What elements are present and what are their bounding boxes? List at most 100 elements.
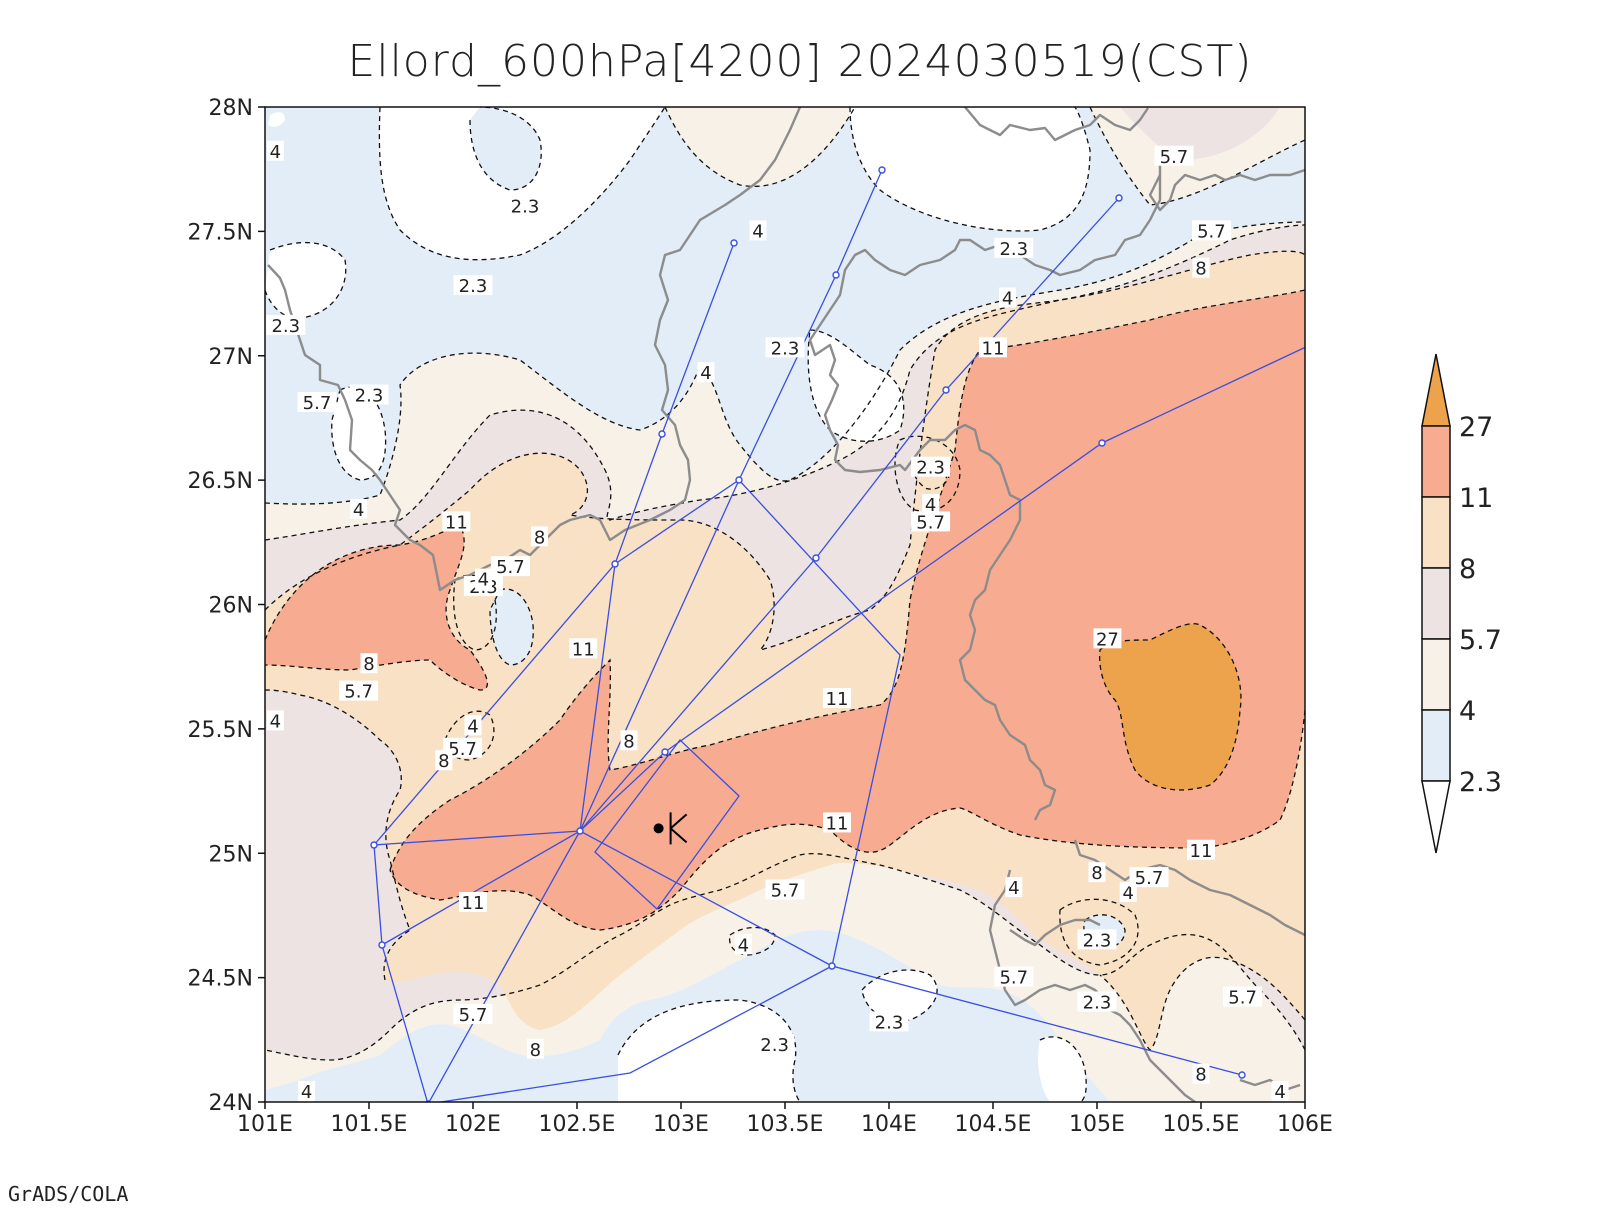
contour-line (453, 574, 497, 651)
contour-label-bg (531, 526, 549, 547)
waypoint-marker (611, 560, 619, 568)
fill-band-below-2-3 (265, 242, 346, 319)
waypoint-marker (1098, 439, 1106, 447)
contour-label-bg (755, 1033, 795, 1054)
boundary-line (1148, 150, 1305, 212)
contour-label: 8 (1195, 1065, 1206, 1086)
x-tick-label: 102E (445, 1112, 501, 1137)
contour-label: 4 (738, 935, 749, 956)
waypoint-marker (1307, 342, 1313, 348)
contour-label-bg (823, 688, 851, 709)
contour-line (469, 107, 542, 191)
waypoint-marker (1115, 194, 1123, 202)
y-tick-label: 26N (209, 594, 253, 619)
waypoint-marker (878, 166, 886, 174)
contour-label: 4 (1002, 289, 1013, 310)
contour-label: 5.7 (1135, 868, 1164, 889)
contour-label-bg (911, 456, 951, 477)
contour-label: 2.3 (916, 458, 945, 479)
contour-line (265, 250, 1305, 652)
contour-label-bg (749, 220, 767, 241)
contour-line (265, 221, 1305, 505)
waypoint-marker (576, 827, 584, 835)
x-tick-label: 104E (861, 1112, 917, 1137)
x-tick-label: 105E (1069, 1112, 1125, 1137)
contour-label-bg (620, 730, 638, 751)
contour-label: 5.7 (448, 739, 477, 760)
x-tick-label: 101.5E (331, 1112, 408, 1137)
contour-label: 11 (572, 639, 595, 660)
contour-label-bg (442, 511, 471, 532)
colorbar: 27 11 8 5.7 4 2.3 (1421, 353, 1502, 854)
contour-label: 8 (530, 1040, 541, 1061)
contour-label-bg (1187, 839, 1215, 860)
colorbar-segment (1421, 709, 1451, 782)
colorbar-segment (1421, 353, 1451, 427)
y-tick-label: 27N (209, 345, 253, 370)
contour-label-bg (490, 556, 530, 577)
contour-label: 5.7 (1160, 147, 1189, 168)
contour-label: 4 (1122, 883, 1133, 904)
x-axis: 101E 101.5E 102E 102.5E 103E 103.5E 104E 104.5E… (237, 1102, 1333, 1137)
contour-label: 11 (1190, 841, 1213, 862)
colorbar-segment (1421, 567, 1451, 640)
contour-label-bg (266, 314, 306, 335)
fill-band-below-2-3 (618, 1000, 800, 1102)
contour-line (1039, 1036, 1087, 1102)
contour-label-bg (360, 653, 378, 674)
fill-band-above-27 (1099, 623, 1241, 790)
y-tick-label: 27.5N (188, 220, 253, 245)
contour-line (807, 329, 905, 442)
contour-label-bg (266, 710, 284, 731)
contour-label: 5.7 (999, 968, 1028, 989)
contour-label: 4 (700, 363, 711, 384)
contour-label-bg (569, 638, 598, 659)
boundary-line (808, 175, 1162, 821)
contour-label-bg (1088, 862, 1106, 883)
colorbar-label: 11 (1459, 483, 1493, 514)
grads-credit: GrADS/COLA (8, 1182, 129, 1206)
fill-band-below-2-3 (808, 330, 904, 442)
contour-label-bg (979, 337, 1007, 358)
boundary-line (988, 869, 1196, 1102)
fill-band-below-2-3 (850, 107, 1090, 231)
contour-label: 2.3 (875, 1012, 904, 1033)
contour-label: 2.3 (355, 386, 384, 407)
contour-label-bg (1005, 877, 1023, 898)
filled-contours: 2.32.32.32.32.32.32.32.32.32.32.32.34444… (265, 107, 1313, 1102)
waypoint-marker (370, 841, 378, 849)
contour-label: 11 (826, 689, 849, 710)
contour-label-bg (1077, 929, 1117, 950)
y-axis: 24N 24.5N 25N 25.5N 26N 26.5N 27N 27.5N 28N (188, 96, 265, 1116)
fill-band-below-2-3 (470, 107, 542, 190)
contour-label-bg (459, 892, 487, 912)
y-tick-label: 24N (209, 1091, 253, 1116)
fill-band-below-2-3 (331, 386, 386, 480)
contour-label-bg (474, 568, 492, 589)
colorbar-segment (1421, 425, 1451, 498)
contour-label-bg (765, 337, 805, 358)
contour-label-bg (435, 750, 453, 771)
contour-label: 5.7 (303, 393, 332, 414)
contour-label-bg (1077, 991, 1117, 1012)
x-tick-label: 101E (237, 1112, 293, 1137)
x-tick-label: 106E (1277, 1112, 1333, 1137)
colorbar-label: 27 (1459, 412, 1493, 443)
contour-label-bg (464, 715, 482, 736)
contour-line (728, 926, 776, 956)
wind-barb-icon (669, 812, 688, 845)
waypoint-marker (942, 386, 950, 394)
colorbar-label: 4 (1459, 696, 1476, 727)
waypoint-marker (832, 271, 840, 279)
contour-label: 4 (270, 142, 281, 163)
x-tick-label: 105.5E (1163, 1112, 1240, 1137)
boundary-line (1009, 918, 1101, 947)
contour-label-bg (266, 140, 284, 161)
contour-label: 5.7 (771, 881, 800, 902)
contour-label-bg (994, 237, 1034, 258)
contour-label: 4 (1008, 878, 1019, 899)
route-waypoints (370, 166, 1313, 1102)
contour-label-bg (734, 934, 752, 955)
contour-label-bg (505, 195, 545, 216)
